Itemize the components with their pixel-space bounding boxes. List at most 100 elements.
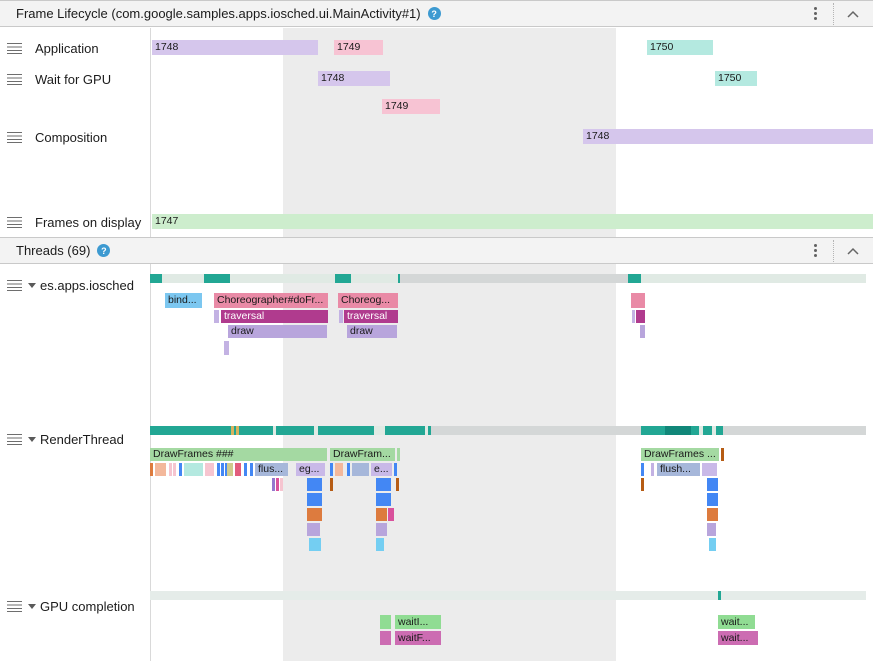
trace-event-tick[interactable] [632,310,635,323]
trace-event-tick[interactable] [307,493,322,506]
trace-event-tick[interactable] [707,493,718,506]
frame-lifecycle-bar[interactable]: 1748 [152,40,318,55]
trace-event[interactable]: Choreographer#doFr... [214,293,328,308]
frame-lifecycle-bar[interactable]: 1748 [583,129,873,144]
trace-event[interactable]: draw [347,325,397,338]
frame-lifecycle-bar[interactable]: 1749 [382,99,440,114]
more-options-icon[interactable] [814,12,817,15]
trace-event[interactable]: wait... [718,631,758,645]
drag-handle-icon[interactable] [7,600,22,612]
trace-event[interactable]: flush... [657,463,700,476]
drag-handle-icon[interactable] [7,42,22,54]
expand-triangle-icon[interactable] [28,603,36,609]
trace-event[interactable]: draw [228,325,327,338]
expand-triangle-icon[interactable] [28,282,36,288]
trace-event[interactable]: DrawFrames ### [150,448,327,461]
frame-lifecycle-bar[interactable]: 1748 [318,71,390,86]
trace-event-tick[interactable] [235,463,241,476]
trace-event-tick[interactable] [179,463,182,476]
drag-handle-icon[interactable] [7,433,22,445]
trace-event-tick[interactable] [707,478,718,491]
trace-event-tick[interactable] [224,341,229,355]
trace-event[interactable]: bind... [165,293,202,308]
trace-event-tick[interactable] [641,478,644,491]
trace-event[interactable]: e... [371,463,392,476]
trace-event-tick[interactable] [330,463,333,476]
trace-event-tick[interactable] [376,478,391,491]
trace-event-tick[interactable] [150,463,153,476]
trace-event[interactable]: flus... [255,463,288,476]
drag-handle-icon[interactable] [7,131,22,143]
trace-event-tick[interactable] [335,463,343,476]
frame-lifecycle-bar[interactable]: 1750 [647,40,713,55]
trace-event[interactable]: traversal [344,310,398,323]
trace-event[interactable]: DrawFrames ... [641,448,719,461]
trace-event-tick[interactable] [376,538,384,551]
trace-event-tick[interactable] [330,478,333,491]
trace-event-tick[interactable] [217,463,220,476]
trace-event-tick[interactable] [244,463,247,476]
thread-state-segment-tick [703,426,712,435]
trace-event-tick[interactable] [169,463,172,476]
trace-event-tick[interactable] [397,448,400,461]
more-options-icon[interactable] [814,249,817,252]
trace-event-tick[interactable] [339,310,343,323]
frame-lifecycle-bar[interactable]: 1749 [334,40,383,55]
trace-event-tick[interactable] [721,448,724,461]
trace-event-tick[interactable] [631,293,645,308]
trace-event[interactable]: DrawFram... [330,448,395,461]
collapse-chevron-icon[interactable] [847,247,859,255]
trace-event-tick[interactable] [651,463,654,476]
trace-event-tick[interactable] [205,463,214,476]
trace-event-tick[interactable] [307,523,320,536]
trace-event-tick[interactable] [214,310,219,323]
trace-event-tick[interactable] [307,508,322,521]
trace-event-tick[interactable] [636,310,645,323]
help-icon[interactable]: ? [427,7,441,20]
frame-lifecycle-bar[interactable]: 1747 [152,214,873,229]
trace-event-tick[interactable] [309,538,321,551]
trace-event-tick[interactable] [272,478,275,491]
trace-event-tick[interactable] [225,463,228,476]
trace-event-tick[interactable] [155,463,166,476]
trace-event-tick[interactable] [352,463,369,476]
trace-event-tick[interactable] [221,463,224,476]
trace-event[interactable]: wait... [718,615,755,629]
trace-event-tick[interactable] [707,508,718,521]
drag-handle-icon[interactable] [7,216,22,228]
trace-event-tick[interactable] [702,463,717,476]
thread-state-segment-tick [716,426,723,435]
expand-triangle-icon[interactable] [28,436,36,442]
trace-event-tick[interactable] [173,463,176,476]
collapse-chevron-icon[interactable] [847,10,859,18]
trace-event-tick[interactable] [388,508,394,521]
trace-event[interactable]: waitF... [395,631,441,645]
trace-event-tick[interactable] [376,508,387,521]
trace-event-tick[interactable] [184,463,203,476]
trace-event-tick[interactable] [376,523,387,536]
trace-event-tick[interactable] [276,478,279,491]
trace-event-tick[interactable] [380,615,391,629]
trace-event-tick[interactable] [641,463,644,476]
thread-state-segment-tick [712,426,716,435]
trace-event-tick[interactable] [347,463,350,476]
trace-event-tick[interactable] [250,463,253,476]
trace-event-tick[interactable] [307,478,322,491]
drag-handle-icon[interactable] [7,279,22,291]
frame-lifecycle-bar[interactable]: 1750 [715,71,757,86]
trace-event-tick[interactable] [394,463,397,476]
trace-event-tick[interactable] [396,478,399,491]
trace-event-tick[interactable] [709,538,716,551]
trace-event-tick[interactable] [227,463,233,476]
trace-event-tick[interactable] [280,478,283,491]
trace-event-tick[interactable] [380,631,391,645]
trace-event[interactable]: waitI... [395,615,441,629]
trace-event[interactable]: Choreog... [338,293,398,308]
drag-handle-icon[interactable] [7,73,22,85]
trace-event-tick[interactable] [640,325,645,338]
help-icon[interactable]: ? [97,244,111,257]
trace-event-tick[interactable] [707,523,716,536]
trace-event[interactable]: eg... [296,463,325,476]
trace-event[interactable]: traversal [221,310,328,323]
trace-event-tick[interactable] [376,493,391,506]
